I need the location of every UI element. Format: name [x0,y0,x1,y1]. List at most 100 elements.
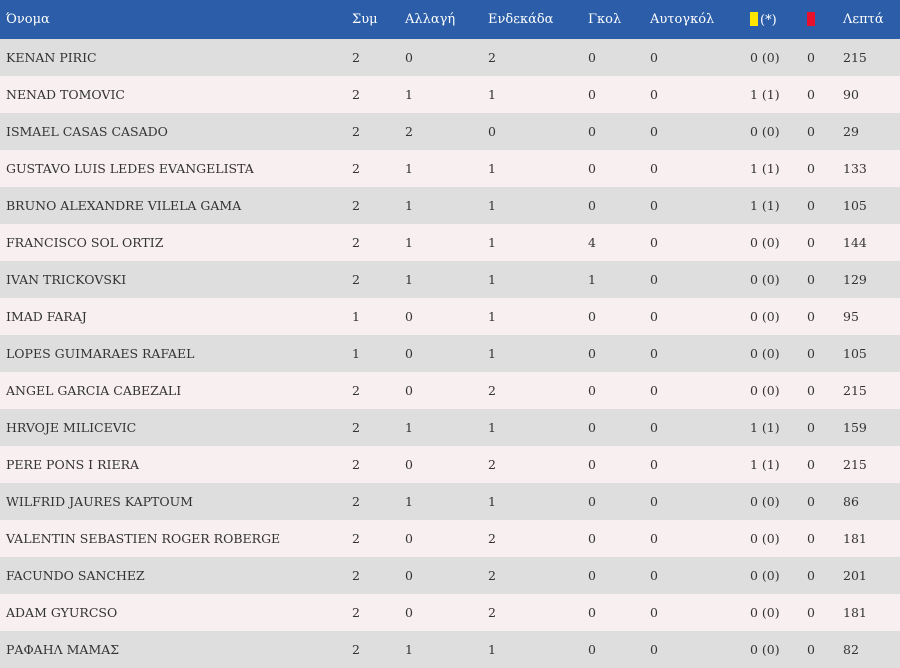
cell-subs: 1 [405,235,413,250]
cell-yellow-cards: 1 (1) [750,420,780,435]
cell-red-cards: 0 [807,642,815,657]
cell-minutes: 29 [843,124,859,139]
cell-subs: 0 [405,457,413,472]
cell-apps: 2 [352,494,360,509]
cell-subs: 1 [405,420,413,435]
cell-starting: 2 [488,568,496,583]
cell-yellow-cards: 1 (1) [750,87,780,102]
cell-yellow-cards: 0 (0) [750,531,780,546]
table-header-row: Όνομα Συμ Αλλαγή Ενδεκάδα Γκολ Αυτογκόλ … [0,0,900,39]
cell-subs: 0 [405,531,413,546]
cell-minutes: 86 [843,494,859,509]
cell-apps: 2 [352,124,360,139]
cell-goals: 0 [588,420,596,435]
cell-player-name: ADAM GYURCSO [6,605,118,620]
column-header-name[interactable]: Όνομα [6,12,50,27]
column-header-own-goals[interactable]: Αυτογκόλ [650,12,715,27]
cell-starting: 2 [488,531,496,546]
cell-subs: 1 [405,272,413,287]
cell-starting: 1 [488,161,496,176]
column-header-starting[interactable]: Ενδεκάδα [488,12,554,27]
cell-yellow-cards: 0 (0) [750,642,780,657]
cell-subs: 0 [405,605,413,620]
cell-yellow-cards: 0 (0) [750,568,780,583]
cell-starting: 2 [488,50,496,65]
cell-subs: 0 [405,50,413,65]
cell-starting: 1 [488,87,496,102]
cell-yellow-cards: 0 (0) [750,235,780,250]
cell-starting: 1 [488,346,496,361]
cell-player-name: KENAN PIRIC [6,50,97,65]
cell-yellow-cards: 0 (0) [750,383,780,398]
cell-subs: 0 [405,346,413,361]
cell-own-goals: 0 [650,272,658,287]
cell-minutes: 215 [843,383,867,398]
column-header-apps[interactable]: Συμ [352,12,378,27]
column-header-minutes[interactable]: Λεπτά [843,12,884,27]
cell-red-cards: 0 [807,383,815,398]
cell-own-goals: 0 [650,161,658,176]
column-header-goals[interactable]: Γκολ [588,12,622,27]
cell-player-name: HRVOJE MILICEVIC [6,420,137,435]
cell-own-goals: 0 [650,568,658,583]
column-header-subs[interactable]: Αλλαγή [405,12,456,27]
cell-own-goals: 0 [650,383,658,398]
cell-subs: 2 [405,124,413,139]
cell-yellow-cards: 0 (0) [750,124,780,139]
cell-red-cards: 0 [807,309,815,324]
cell-subs: 1 [405,494,413,509]
cell-minutes: 181 [843,531,867,546]
cell-own-goals: 0 [650,198,658,213]
cell-starting: 0 [488,124,496,139]
cell-own-goals: 0 [650,87,658,102]
yellow-suffix: (*) [760,12,777,28]
cell-yellow-cards: 0 (0) [750,346,780,361]
cell-apps: 2 [352,420,360,435]
cell-goals: 0 [588,198,596,213]
cell-apps: 2 [352,235,360,250]
table-row: GUSTAVO LUIS LEDES EVANGELISTA 2 1 1 0 0 1 (1)… [0,150,900,187]
cell-goals: 0 [588,531,596,546]
table-row: IMAD FARAJ 1 0 1 0 0 0 (0) 0 95 [0,298,900,335]
cell-goals: 0 [588,568,596,583]
table-row: IVAN TRICKOVSKI 2 1 1 1 0 0 (0) 0 129 [0,261,900,298]
cell-own-goals: 0 [650,457,658,472]
cell-subs: 1 [405,161,413,176]
cell-red-cards: 0 [807,568,815,583]
cell-red-cards: 0 [807,494,815,509]
cell-minutes: 105 [843,346,867,361]
cell-apps: 2 [352,383,360,398]
table-row: HRVOJE MILICEVIC 2 1 1 0 0 1 (1) 0 159 [0,409,900,446]
column-header-red-cards[interactable] [807,0,843,39]
cell-goals: 0 [588,87,596,102]
cell-minutes: 215 [843,457,867,472]
cell-minutes: 201 [843,568,867,583]
cell-red-cards: 0 [807,457,815,472]
cell-minutes: 215 [843,50,867,65]
cell-goals: 0 [588,642,596,657]
cell-player-name: VALENTIN SEBASTIEN ROGER ROBERGE [6,531,281,546]
cell-own-goals: 0 [650,235,658,250]
cell-minutes: 82 [843,642,859,657]
cell-red-cards: 0 [807,50,815,65]
cell-yellow-cards: 1 (1) [750,161,780,176]
table-row: PERE PONS I RIERA 2 0 2 0 0 1 (1) 0 215 [0,446,900,483]
cell-starting: 1 [488,420,496,435]
cell-yellow-cards: 0 (0) [750,494,780,509]
cell-starting: 2 [488,383,496,398]
cell-subs: 1 [405,642,413,657]
cell-own-goals: 0 [650,309,658,324]
cell-minutes: 133 [843,161,867,176]
cell-goals: 0 [588,124,596,139]
cell-goals: 0 [588,50,596,65]
cell-goals: 0 [588,309,596,324]
cell-own-goals: 0 [650,50,658,65]
cell-goals: 0 [588,383,596,398]
cell-subs: 0 [405,383,413,398]
cell-red-cards: 0 [807,87,815,102]
column-header-yellow-cards[interactable]: (*) [750,0,807,39]
cell-apps: 2 [352,457,360,472]
cell-player-name: FRANCISCO SOL ORTIZ [6,235,164,250]
cell-own-goals: 0 [650,346,658,361]
cell-starting: 1 [488,198,496,213]
